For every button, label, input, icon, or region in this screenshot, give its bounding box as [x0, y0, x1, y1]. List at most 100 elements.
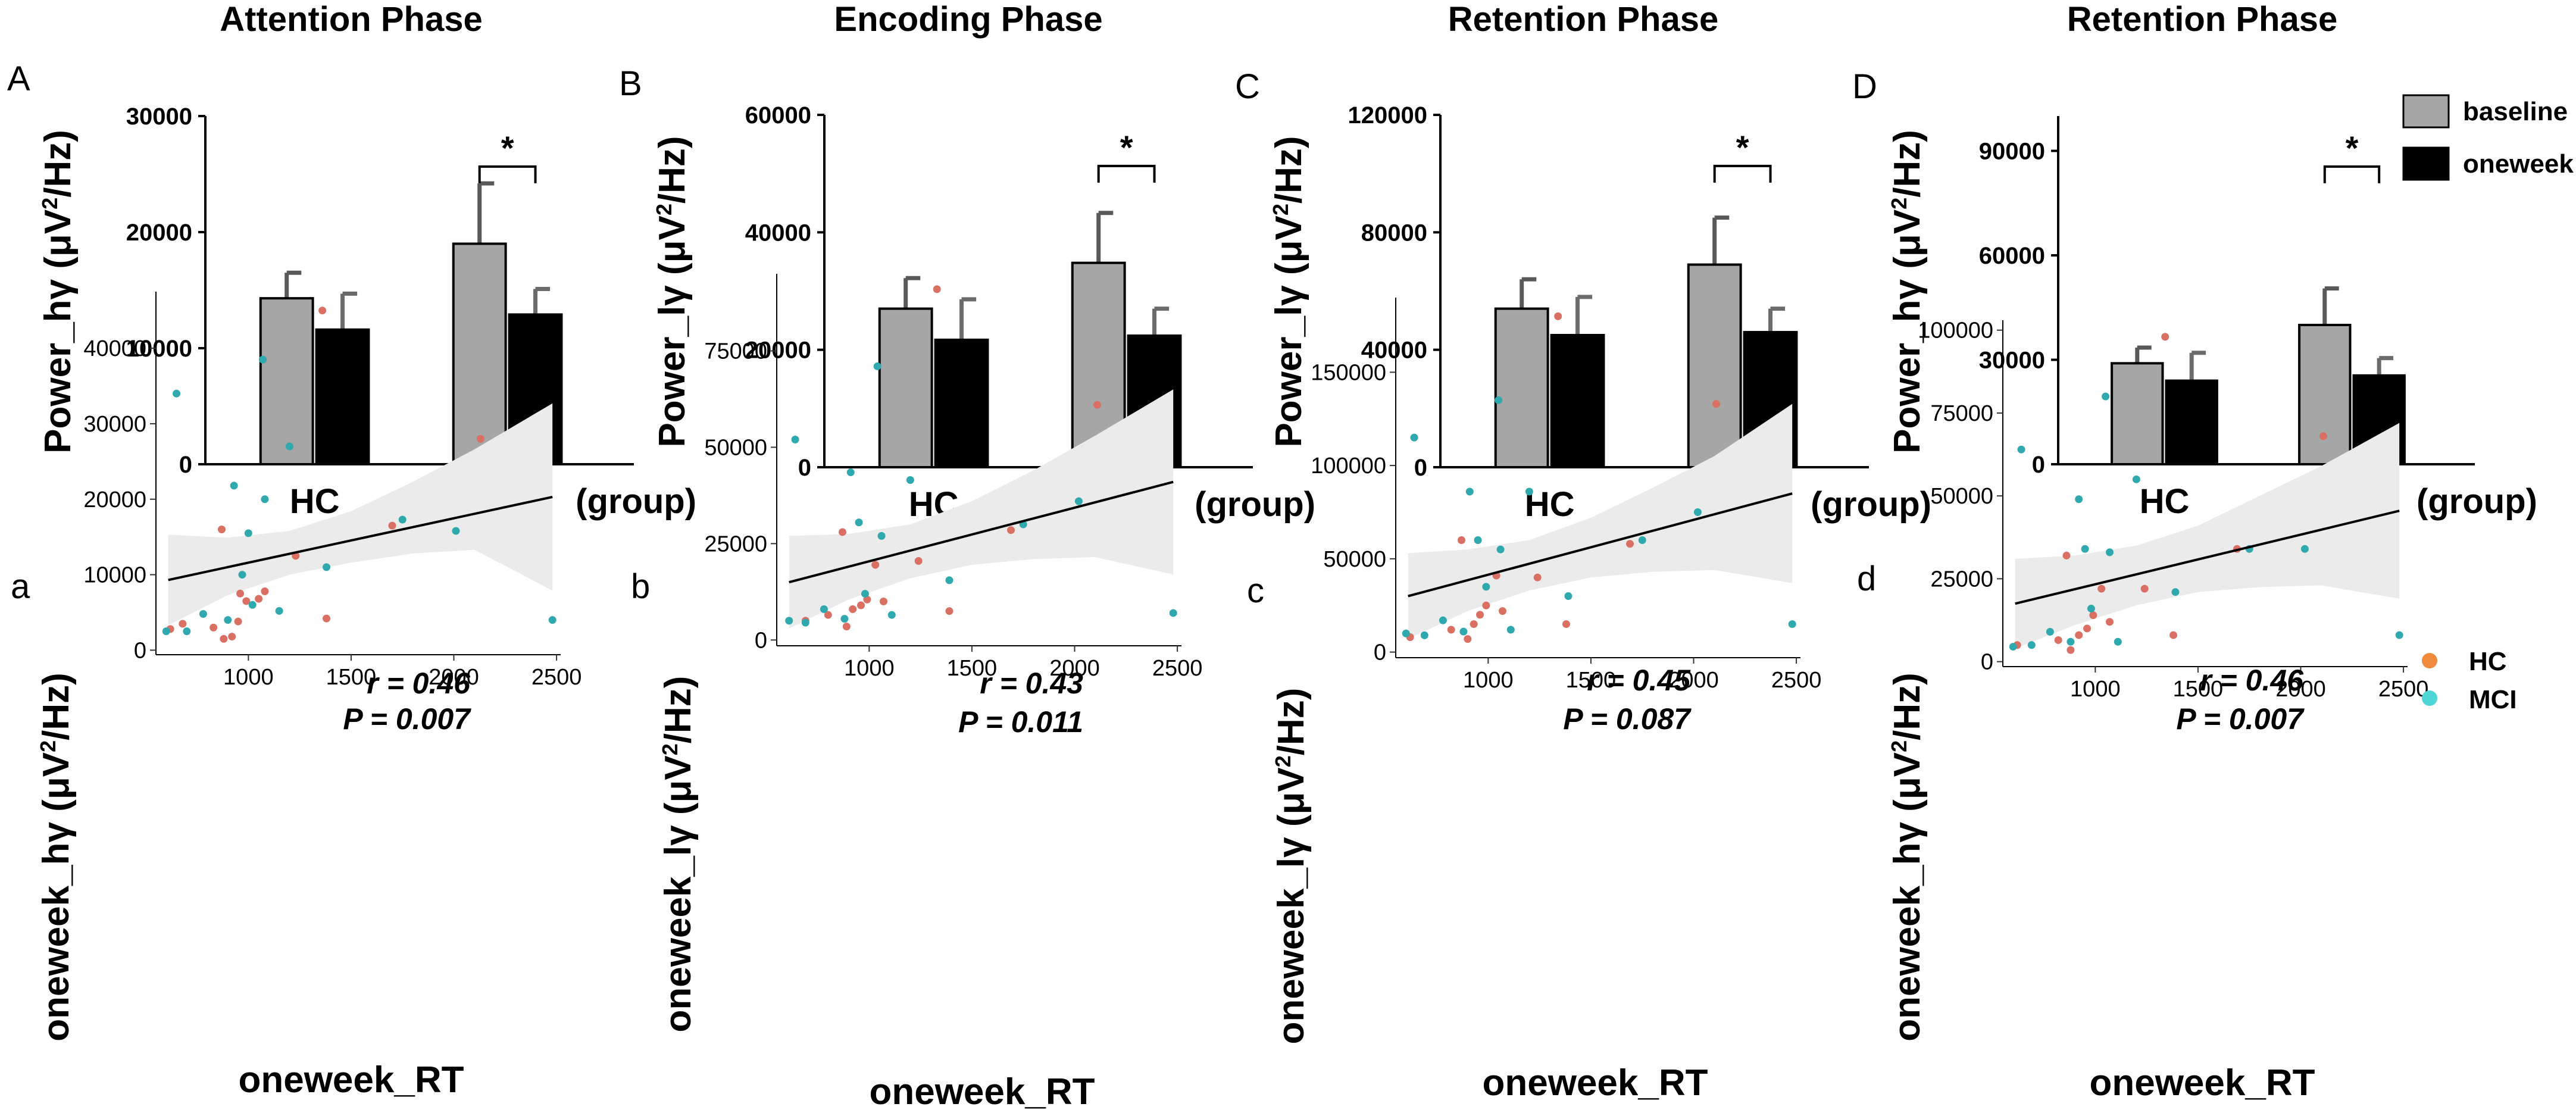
y-tick-label: 0: [798, 455, 811, 481]
confidence-band: [168, 403, 553, 626]
point-MCI: [2027, 641, 2036, 649]
y-axis-label: Power_hγ (μV2/Hz): [37, 130, 79, 454]
point-MCI: [2046, 628, 2054, 636]
scatter-plot-area: 0 25000 50000 75000 100000 1000 1500 2000 2500: [1918, 318, 2428, 702]
point-MCI: [162, 627, 170, 636]
x-axis-group-label: (group): [1811, 485, 1931, 524]
x-axis-label: oneweek_RT: [1482, 1062, 1708, 1103]
point-MCI: [1410, 433, 1418, 442]
x-tick-label: 1500: [326, 665, 377, 690]
y-tick-label: 0: [1374, 640, 1386, 665]
panel-letter: a: [11, 567, 30, 606]
point-MCI: [261, 495, 269, 504]
y-tick-label: 40000: [745, 220, 811, 246]
point-MCI: [1074, 497, 1083, 505]
point-MCI: [801, 618, 809, 627]
legend-dot-MCI: [2422, 690, 2437, 706]
point-MCI: [846, 468, 855, 477]
y-tick-label: 120000: [1348, 102, 1427, 129]
point-HC: [871, 561, 880, 569]
bar-panel-A: Attention Phase A Power_hγ (μV2/Hz) 0 100…: [7, 0, 696, 521]
y-tick-label: 20000: [745, 337, 811, 364]
x-tick-label: HC: [2140, 482, 2190, 521]
x-tick-label: 2500: [1152, 656, 1203, 681]
legend-label-oneweek: oneweek: [2463, 149, 2574, 179]
point-MCI: [1402, 629, 1410, 637]
confidence-band: [1408, 404, 1793, 639]
y-tick-label: 50000: [704, 435, 767, 460]
x-axis-group-label: (group): [1195, 485, 1315, 524]
x-tick-label: 2500: [1771, 668, 1822, 693]
bar-legend: baseline oneweek: [2402, 94, 2574, 181]
point-MCI: [230, 482, 238, 490]
point-HC: [1476, 611, 1484, 619]
point-MCI: [452, 527, 460, 535]
point-HC: [1007, 526, 1015, 534]
point-MCI: [1693, 508, 1702, 516]
point-HC: [2089, 611, 2097, 620]
x-axis-group-label: (group): [576, 482, 696, 521]
point-HC: [388, 521, 396, 530]
point-HC: [1464, 635, 1472, 643]
point-MCI: [2300, 545, 2309, 553]
y-tick-label: 150000: [1311, 360, 1386, 385]
point-MCI: [244, 529, 252, 537]
point-MCI: [1474, 536, 1482, 545]
scatter-plot-area: 0 10000 20000 30000 40000 1000 1500 2000 2500: [83, 292, 582, 690]
panel-title: Encoding Phase: [834, 0, 1102, 39]
point-HC: [2319, 432, 2327, 440]
point-HC: [2140, 584, 2149, 593]
y-tick-label: 40000: [1361, 337, 1427, 364]
x-tick-label: 1000: [1463, 668, 1514, 693]
point-MCI: [2395, 631, 2403, 639]
point-HC: [1712, 400, 1720, 408]
point-HC: [322, 614, 330, 623]
scatter-plot-area: 0 25000 50000 75000 1000 1500 2000 2500: [704, 274, 1202, 681]
stat-r: r = 0.45: [1587, 664, 1691, 697]
point-MCI: [238, 571, 246, 579]
x-tick-label: HC: [290, 482, 340, 521]
point-MCI: [2132, 475, 2140, 483]
x-axis-group-label: (group): [2416, 482, 2537, 521]
point-HC: [1498, 607, 1506, 615]
point-MCI: [945, 576, 954, 584]
panel-letter: D: [1852, 67, 1877, 106]
point-HC: [857, 601, 865, 609]
point-MCI: [1788, 620, 1796, 629]
legend-swatch-oneweek: [2402, 146, 2450, 181]
point-MCI: [2105, 548, 2114, 556]
point-HC: [1554, 312, 1562, 320]
y-tick-label: 60000: [1979, 243, 2045, 269]
y-tick-label: 30000: [1979, 348, 2045, 374]
point-HC: [476, 434, 484, 443]
legend-dot-HC: [2422, 653, 2437, 668]
bar-baseline-HC: [878, 307, 933, 468]
point-MCI: [2081, 545, 2089, 553]
y-tick-label: 0: [1981, 650, 1993, 675]
x-tick-label: 1000: [2070, 677, 2121, 702]
point-MCI: [224, 616, 232, 624]
point-HC: [210, 623, 218, 631]
point-MCI: [548, 616, 557, 624]
point-HC: [2062, 551, 2071, 559]
point-MCI: [1495, 396, 1503, 404]
panel-letter: B: [619, 64, 642, 103]
point-HC: [879, 598, 887, 606]
y-tick-label: 60000: [745, 102, 811, 129]
significance-star: *: [1120, 129, 1133, 166]
point-MCI: [1439, 616, 1447, 624]
point-HC: [914, 557, 923, 565]
y-tick-label: 0: [1414, 455, 1427, 481]
point-MCI: [248, 601, 257, 609]
scatter-panel-b: b oneweek_lγ (μV2/Hz) oneweek_RT 0250005…: [631, 274, 1202, 1112]
point-MCI: [877, 532, 886, 540]
point-MCI: [1638, 536, 1646, 545]
point-HC: [261, 587, 269, 595]
y-tick-label: 0: [2032, 452, 2045, 478]
point-MCI: [2087, 605, 2095, 613]
y-tick-label: 0: [755, 628, 767, 653]
confidence-band: [2015, 423, 2400, 649]
point-HC: [1482, 601, 1490, 609]
point-MCI: [1459, 627, 1468, 636]
significance-bracket: [1097, 164, 1156, 183]
